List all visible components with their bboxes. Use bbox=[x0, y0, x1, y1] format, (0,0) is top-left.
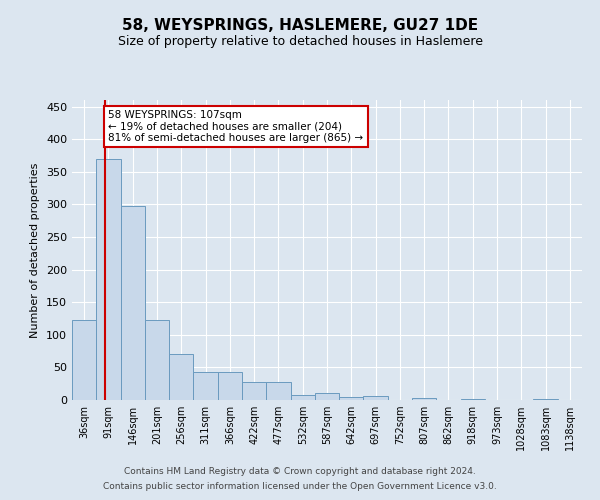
Y-axis label: Number of detached properties: Number of detached properties bbox=[31, 162, 40, 338]
Bar bbox=[96, 158, 121, 400]
Bar bbox=[315, 394, 339, 400]
Text: Contains HM Land Registry data © Crown copyright and database right 2024.: Contains HM Land Registry data © Crown c… bbox=[124, 467, 476, 476]
Bar bbox=[72, 320, 96, 400]
Bar bbox=[339, 396, 364, 400]
Bar bbox=[266, 382, 290, 400]
Bar bbox=[121, 206, 145, 400]
Bar bbox=[364, 396, 388, 400]
Text: 58 WEYSPRINGS: 107sqm
← 19% of detached houses are smaller (204)
81% of semi-det: 58 WEYSPRINGS: 107sqm ← 19% of detached … bbox=[109, 110, 364, 143]
Bar bbox=[145, 320, 169, 400]
Bar bbox=[169, 354, 193, 400]
Bar bbox=[533, 398, 558, 400]
Bar bbox=[242, 382, 266, 400]
Text: Size of property relative to detached houses in Haslemere: Size of property relative to detached ho… bbox=[118, 35, 482, 48]
Bar bbox=[193, 372, 218, 400]
Bar bbox=[461, 398, 485, 400]
Text: Contains public sector information licensed under the Open Government Licence v3: Contains public sector information licen… bbox=[103, 482, 497, 491]
Text: 58, WEYSPRINGS, HASLEMERE, GU27 1DE: 58, WEYSPRINGS, HASLEMERE, GU27 1DE bbox=[122, 18, 478, 32]
Bar bbox=[218, 372, 242, 400]
Bar bbox=[412, 398, 436, 400]
Bar bbox=[290, 395, 315, 400]
